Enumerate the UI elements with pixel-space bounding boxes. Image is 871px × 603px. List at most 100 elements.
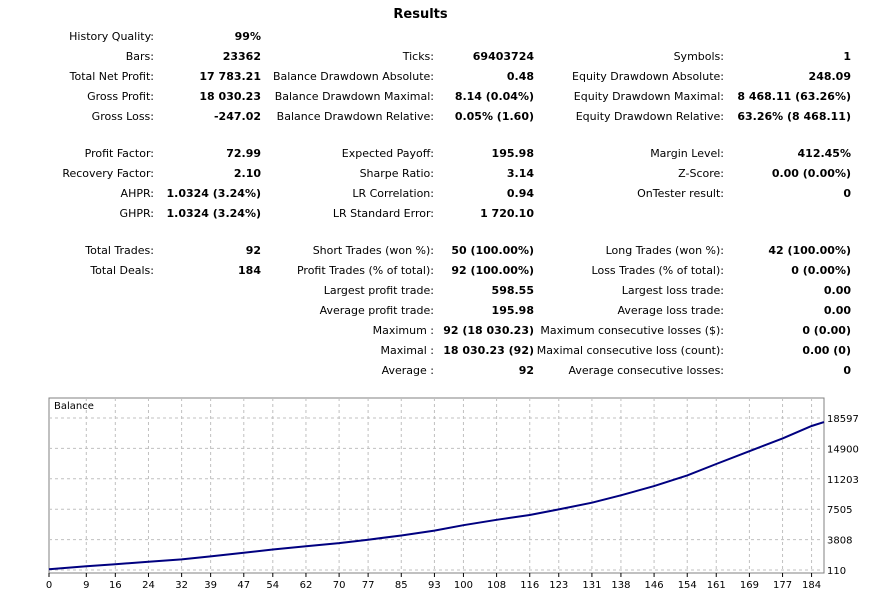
short-trades-value: 50 (100.00%) [451, 244, 534, 257]
average-consecutive-losses-label: Average consecutive losses: [568, 364, 724, 377]
average-loss-trade-label: Average loss trade: [617, 304, 724, 317]
equity-drawdown-absolute-label: Equity Drawdown Absolute: [572, 70, 724, 83]
balance-drawdown-maximal-value: 8.14 (0.04%) [454, 90, 534, 103]
equity-drawdown-relative-value: 63.26% (8 468.11) [737, 110, 851, 123]
ticks-value: 69403724 [472, 50, 534, 63]
largest-profit-trade-label: Largest profit trade: [323, 284, 434, 297]
average-consecutive-wins-value: 92 [518, 364, 534, 377]
average-profit-trade-label: Average profit trade: [319, 304, 434, 317]
ghpr-value: 1.0324 (3.24%) [166, 207, 262, 220]
total-net-profit-label: Total Net Profit: [69, 70, 154, 83]
y-tick-label: 11203 [827, 475, 859, 486]
ticks-label: Ticks: [402, 50, 434, 63]
expected-payoff-value: 195.98 [491, 147, 534, 160]
x-tick-label: 24 [142, 580, 155, 591]
recovery-factor-value: 2.10 [233, 167, 261, 180]
bars-label: Bars: [125, 50, 154, 63]
x-tick-label: 100 [454, 580, 473, 591]
maximum-consecutive-wins-label: Maximum : [372, 324, 434, 337]
x-tick-label: 16 [109, 580, 122, 591]
gross-loss-value: -247.02 [213, 110, 261, 123]
largest-loss-trade-value: 0.00 [823, 284, 851, 297]
chart-grid [49, 398, 824, 573]
x-tick-label: 0 [46, 580, 52, 591]
z-score-label: Z-Score: [678, 167, 724, 180]
maximum-consecutive-losses-value: 0 (0.00) [802, 324, 851, 337]
short-trades-label: Short Trades (won %): [312, 244, 434, 257]
equity-drawdown-maximal-value: 8 468.11 (63.26%) [737, 90, 851, 103]
x-tick-label: 62 [300, 580, 313, 591]
x-tick-label: 138 [611, 580, 630, 591]
profit-factor-value: 72.99 [226, 147, 261, 160]
ahpr-label: AHPR: [120, 187, 154, 200]
equity-drawdown-maximal-label: Equity Drawdown Maximal: [573, 90, 724, 103]
x-tick-label: 77 [362, 580, 375, 591]
y-tick-label: 3808 [827, 536, 852, 547]
total-deals-label: Total Deals: [90, 264, 154, 277]
x-tick-label: 169 [740, 580, 759, 591]
x-tick-label: 108 [487, 580, 506, 591]
y-tick-label: 110 [827, 566, 846, 577]
total-trades-value: 92 [245, 244, 261, 257]
x-tick-label: 54 [266, 580, 279, 591]
margin-level-value: 412.45% [797, 147, 851, 160]
gross-profit-label: Gross Profit: [87, 90, 154, 103]
history-quality-value: 99% [234, 30, 261, 43]
long-trades-label: Long Trades (won %): [605, 244, 724, 257]
maximum-consecutive-wins-value: 92 (18 030.23) [443, 324, 534, 337]
sharpe-ratio-label: Sharpe Ratio: [359, 167, 434, 180]
profit-trades-label: Profit Trades (% of total): [296, 264, 434, 277]
x-tick-label: 123 [549, 580, 568, 591]
x-tick-label: 70 [333, 580, 346, 591]
bars-value: 23362 [222, 50, 261, 63]
z-score-value: 0.00 (0.00%) [771, 167, 851, 180]
margin-level-label: Margin Level: [650, 147, 724, 160]
x-tick-label: 93 [428, 580, 441, 591]
recovery-factor-label: Recovery Factor: [62, 167, 154, 180]
gross-loss-label: Gross Loss: [91, 110, 154, 123]
x-tick-label: 9 [83, 580, 89, 591]
average-profit-trade-value: 195.98 [491, 304, 534, 317]
x-tick-label: 39 [204, 580, 217, 591]
long-trades-value: 42 (100.00%) [768, 244, 851, 257]
ontester-result-value: 0 [843, 187, 851, 200]
y-axis-ticks: 18597 14900 11203 7505 3808 110 [827, 414, 859, 577]
average-loss-trade-value: 0.00 [823, 304, 851, 317]
symbols-label: Symbols: [673, 50, 724, 63]
maximal-consecutive-loss-value: 0.00 (0) [802, 344, 851, 357]
balance-drawdown-relative-label: Balance Drawdown Relative: [276, 110, 434, 123]
total-trades-label: Total Trades: [85, 244, 154, 257]
profit-factor-label: Profit Factor: [84, 147, 154, 160]
lr-correlation-label: LR Correlation: [352, 187, 434, 200]
loss-trades-value: 0 (0.00%) [791, 264, 851, 277]
balance-series-line [48, 421, 825, 571]
largest-profit-trade-value: 598.55 [491, 284, 534, 297]
balance-drawdown-relative-value: 0.05% (1.60) [454, 110, 534, 123]
total-deals-value: 184 [238, 264, 261, 277]
maximal-consecutive-profit-value: 18 030.23 (92) [443, 344, 534, 357]
ahpr-value: 1.0324 (3.24%) [166, 187, 262, 200]
sharpe-ratio-value: 3.14 [506, 167, 534, 180]
largest-loss-trade-label: Largest loss trade: [621, 284, 724, 297]
x-tick-label: 161 [707, 580, 726, 591]
x-tick-label: 85 [395, 580, 408, 591]
history-quality-label: History Quality: [69, 30, 154, 43]
equity-drawdown-relative-label: Equity Drawdown Relative: [575, 110, 724, 123]
x-tick-label: 116 [520, 580, 539, 591]
y-tick-label: 18597 [827, 414, 859, 425]
equity-drawdown-absolute-value: 248.09 [808, 70, 851, 83]
x-axis-ticks: 0 9 16 24 32 39 47 54 62 70 77 85 93 100 108 116 123 131 1… [46, 573, 821, 591]
balance-drawdown-absolute-label: Balance Drawdown Absolute: [272, 70, 434, 83]
maximal-consecutive-profit-label: Maximal : [380, 344, 434, 357]
gross-profit-value: 18 030.23 [199, 90, 261, 103]
x-tick-label: 177 [773, 580, 792, 591]
x-tick-label: 146 [645, 580, 664, 591]
chart-plot-frame [48, 397, 825, 574]
lr-correlation-value: 0.94 [506, 187, 534, 200]
balance-drawdown-absolute-value: 0.48 [506, 70, 534, 83]
loss-trades-label: Loss Trades (% of total): [591, 264, 724, 277]
symbols-value: 1 [843, 50, 851, 63]
ontester-result-label: OnTester result: [637, 187, 724, 200]
balance-drawdown-maximal-label: Balance Drawdown Maximal: [274, 90, 434, 103]
x-tick-label: 154 [678, 580, 697, 591]
